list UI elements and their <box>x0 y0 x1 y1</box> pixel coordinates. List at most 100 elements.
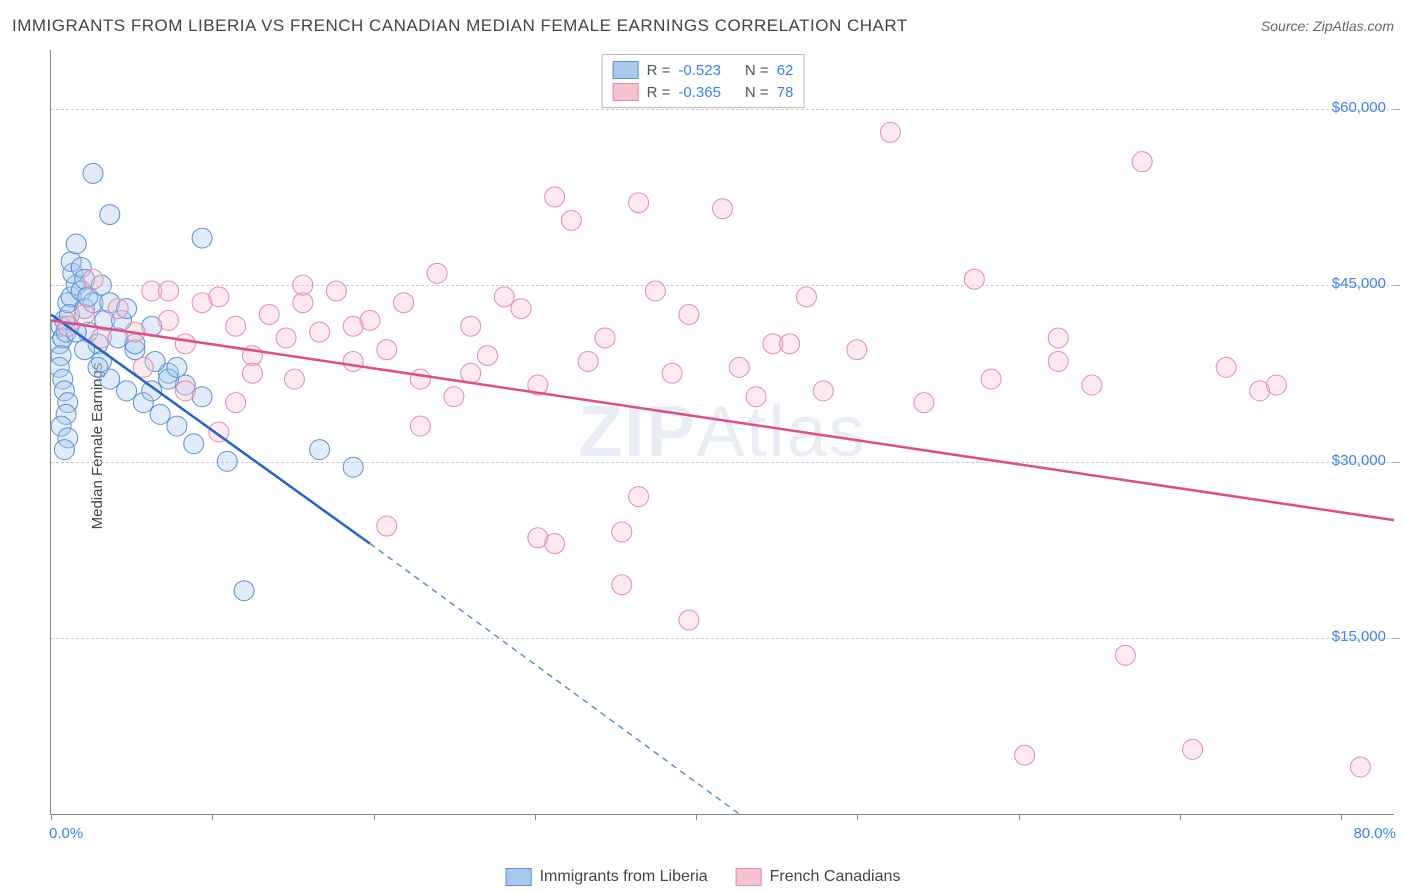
data-point <box>343 351 363 371</box>
n-label: N = <box>745 84 769 101</box>
xtick-label-max: 80.0% <box>1353 825 1396 842</box>
data-point <box>713 199 733 219</box>
data-point <box>410 369 430 389</box>
data-point <box>394 293 414 313</box>
data-point <box>914 393 934 413</box>
data-point <box>100 205 120 225</box>
data-point <box>1015 745 1035 765</box>
data-point <box>88 357 108 377</box>
chart-plot-area: ZIPAtlas $15,000$30,000$45,000$60,0000.0… <box>50 50 1394 815</box>
data-point <box>175 334 195 354</box>
data-point <box>226 316 246 336</box>
data-point <box>578 351 598 371</box>
data-point <box>175 381 195 401</box>
data-point <box>167 416 187 436</box>
data-point <box>293 275 313 295</box>
data-point <box>310 440 330 460</box>
data-point <box>259 304 279 324</box>
xtick-mark <box>696 814 697 820</box>
chart-header: IMMIGRANTS FROM LIBERIA VS FRENCH CANADI… <box>12 16 1394 36</box>
data-point <box>444 387 464 407</box>
data-point <box>880 122 900 142</box>
data-point <box>150 404 170 424</box>
data-point <box>629 193 649 213</box>
data-point <box>1350 757 1370 777</box>
series-legend: Immigrants from Liberia French Canadians <box>502 866 905 888</box>
r-label: R = <box>647 62 671 79</box>
data-point <box>184 434 204 454</box>
ytick-mark <box>1394 109 1400 110</box>
data-point <box>494 287 514 307</box>
data-point <box>217 451 237 471</box>
data-point <box>477 346 497 366</box>
data-point <box>167 357 187 377</box>
data-point <box>981 369 1001 389</box>
data-point <box>242 363 262 383</box>
data-point <box>1048 351 1068 371</box>
data-point <box>159 281 179 301</box>
correlation-row-french: R = -0.365 N = 78 <box>613 81 794 103</box>
data-point <box>964 269 984 289</box>
xtick-mark <box>1019 814 1020 820</box>
xtick-mark <box>857 814 858 820</box>
correlation-row-liberia: R = -0.523 N = 62 <box>613 59 794 81</box>
data-point <box>1115 645 1135 665</box>
xtick-label-min: 0.0% <box>49 825 83 842</box>
regression-line-extrapolated <box>370 544 739 814</box>
chart-source: Source: ZipAtlas.com <box>1261 18 1394 34</box>
data-point <box>545 187 565 207</box>
xtick-mark <box>374 814 375 820</box>
data-point <box>410 416 430 436</box>
data-point <box>209 287 229 307</box>
data-point <box>117 381 137 401</box>
regression-line <box>51 320 1394 520</box>
data-point <box>511 299 531 319</box>
data-point <box>1266 375 1286 395</box>
xtick-mark <box>212 814 213 820</box>
xtick-mark <box>1341 814 1342 820</box>
data-point <box>343 316 363 336</box>
data-point <box>780 334 800 354</box>
ytick-mark <box>1394 285 1400 286</box>
data-point <box>679 610 699 630</box>
data-point <box>66 234 86 254</box>
data-point <box>461 316 481 336</box>
data-point <box>1132 152 1152 172</box>
legend-label-french: French Canadians <box>770 868 901 886</box>
r-label: R = <box>647 84 671 101</box>
chart-title: IMMIGRANTS FROM LIBERIA VS FRENCH CANADI… <box>12 16 908 36</box>
n-value-french: 78 <box>777 84 794 101</box>
data-point <box>159 310 179 330</box>
r-value-french: -0.365 <box>678 84 721 101</box>
n-value-liberia: 62 <box>777 62 794 79</box>
data-point <box>83 163 103 183</box>
data-point <box>1082 375 1102 395</box>
swatch-liberia <box>613 61 639 79</box>
data-point <box>234 581 254 601</box>
swatch-french-icon <box>736 868 762 886</box>
ytick-mark <box>1394 462 1400 463</box>
data-point <box>645 281 665 301</box>
legend-item-french: French Canadians <box>736 868 901 886</box>
data-point <box>226 393 246 413</box>
data-point <box>461 363 481 383</box>
xtick-mark <box>535 814 536 820</box>
xtick-mark <box>51 814 52 820</box>
xtick-mark <box>1180 814 1181 820</box>
data-point <box>1048 328 1068 348</box>
data-point <box>545 534 565 554</box>
data-point <box>284 369 304 389</box>
data-point <box>662 363 682 383</box>
ytick-mark <box>1394 638 1400 639</box>
r-value-liberia: -0.523 <box>678 62 721 79</box>
data-point <box>612 575 632 595</box>
data-point <box>83 269 103 289</box>
swatch-french <box>613 83 639 101</box>
data-point <box>108 299 128 319</box>
data-point <box>377 516 397 536</box>
legend-item-liberia: Immigrants from Liberia <box>506 868 708 886</box>
data-point <box>192 228 212 248</box>
data-point <box>561 210 581 230</box>
data-point <box>293 293 313 313</box>
data-point <box>427 263 447 283</box>
